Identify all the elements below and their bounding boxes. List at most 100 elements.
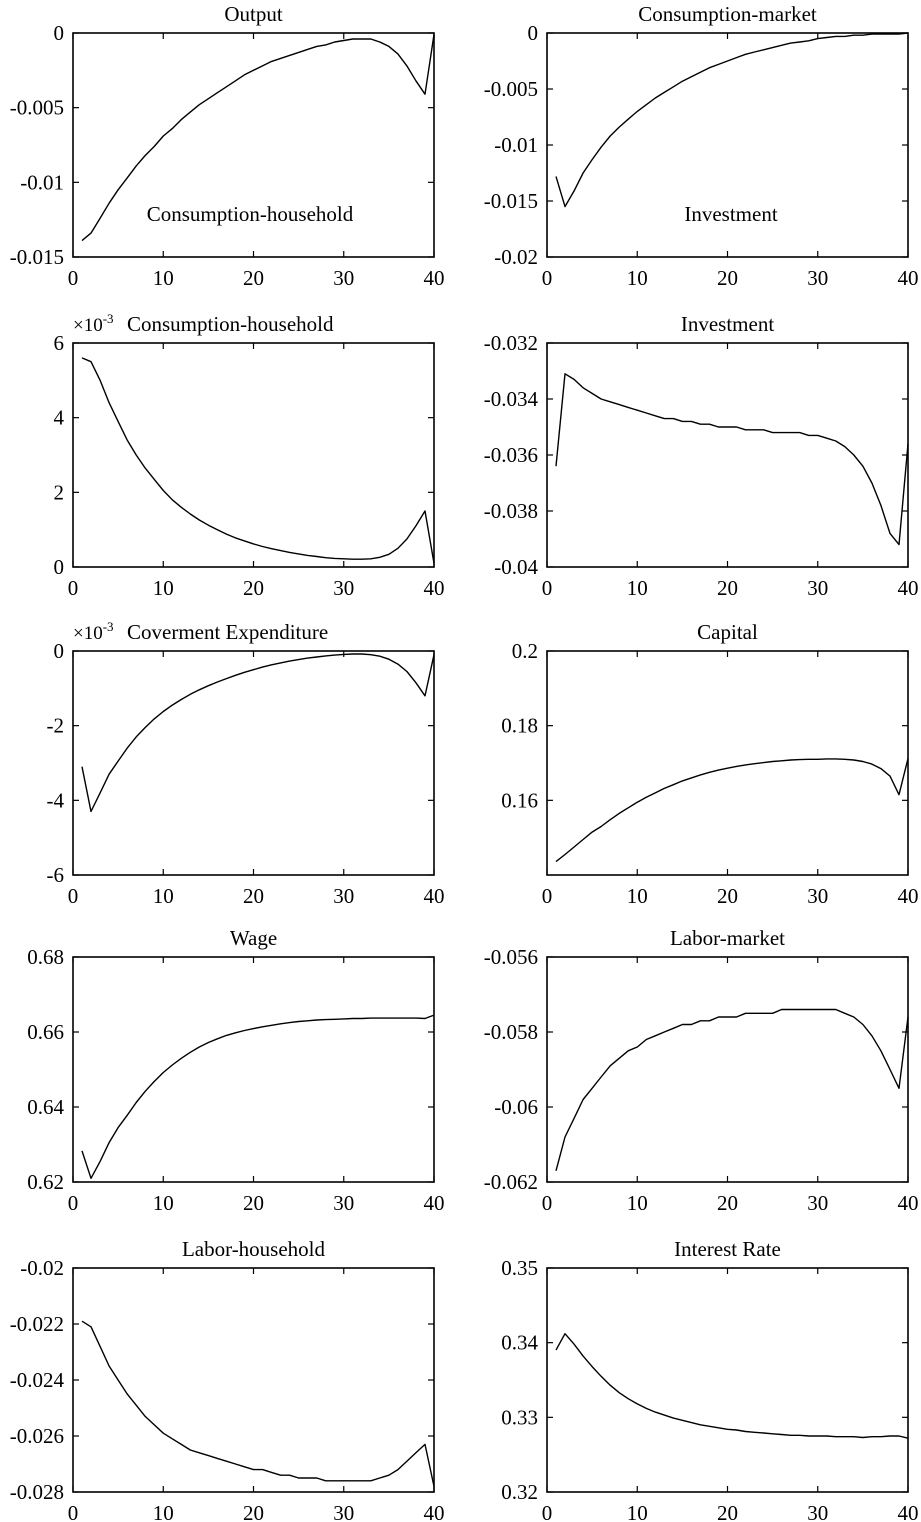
series-line [555,1008,909,1171]
chart-title: Consumption-market [638,2,817,26]
chart-panel-1: Output 0 10 20 30 40 0 -0.005 -0.01 -0.015 [10,2,445,290]
plot-frame [72,1267,435,1493]
y-tick-label: -0.02 [20,1256,64,1280]
plot-frame [72,342,435,568]
x-tick-label: 20 [243,576,264,600]
plot-frame [72,956,435,1183]
x-tick-label: 30 [333,1191,354,1215]
x-tick-label: 30 [333,1501,354,1522]
y-tick-label: -0.015 [484,189,538,213]
x-tick-label: 0 [542,1501,553,1522]
y-tick-label: 0 [528,21,539,45]
y-tick-label: -6 [47,863,65,887]
x-tick-label: 0 [542,266,553,290]
x-tick-label: 10 [627,266,648,290]
y-tick-label: 0 [54,555,65,579]
y-tick-label: -0.01 [494,133,538,157]
y-tick-label: 0.33 [501,1405,538,1429]
x-tick-label: 40 [424,1501,445,1522]
chart-panel-2: Consumption-market 0 10 20 30 40 0 -0.005 -0.01 -… [484,2,919,290]
y-tick-label: -2 [47,714,65,738]
x-tick-label: 40 [898,1191,919,1215]
y-tick-label: 0.35 [501,1256,538,1280]
y-tick-label: -0.01 [20,170,64,194]
chart-title: Capital [697,620,758,644]
y-tick-label: -0.022 [10,1312,64,1336]
y-tick-label: 0.34 [501,1331,538,1355]
x-tick-label: 20 [243,1501,264,1522]
series-line [555,758,909,863]
x-tick-label: 0 [68,266,79,290]
chart-panel-3: Consumption-household ×10-3 0 10 20 30 40 0 2 4 6 [54,311,445,600]
chart-panel-6: Capital 0 10 20 30 40 0.2 0.18 0.16 [501,620,918,908]
x-tick-label: 0 [542,576,553,600]
x-tick-label: 10 [153,884,174,908]
series-line [81,653,435,813]
x-tick-label: 10 [153,1501,174,1522]
x-tick-label: 30 [807,266,828,290]
x-tick-label: 10 [153,1191,174,1215]
plot-frame [72,650,435,876]
x-tick-label: 10 [153,576,174,600]
y-tick-label: 0.68 [27,945,64,969]
x-tick-label: 40 [424,576,445,600]
x-tick-label: 20 [717,1501,738,1522]
axis-multiplier: ×10-3 [73,311,114,336]
y-tick-label: -0.026 [10,1424,64,1448]
x-tick-label: 20 [243,1191,264,1215]
x-tick-label: 20 [243,884,264,908]
x-tick-label: 0 [68,1191,79,1215]
x-tick-label: 0 [542,1191,553,1215]
y-tick-label: 0.32 [501,1480,538,1504]
x-tick-label: 10 [627,576,648,600]
y-tick-label: 0.2 [512,639,538,663]
x-tick-label: 40 [424,1191,445,1215]
y-tick-label: -0.005 [484,77,538,101]
x-tick-label: 30 [333,576,354,600]
chart-panel-10: Interest Rate 0 10 20 30 40 0.35 0.34 0.33 0.32 [501,1237,918,1522]
x-tick-label: 0 [68,884,79,908]
y-tick-label: -0.034 [484,387,539,411]
x-tick-label: 30 [807,1501,828,1522]
x-tick-label: 40 [898,884,919,908]
plot-frame [546,1267,909,1493]
y-tick-label: -0.036 [484,443,538,467]
y-tick-label: -0.062 [484,1170,538,1194]
chart-title: Output [224,2,283,26]
y-tick-label: -0.028 [10,1480,64,1504]
y-tick-label: -0.04 [494,555,538,579]
x-tick-label: 30 [333,266,354,290]
series-line [81,1014,435,1179]
x-tick-label: 40 [424,266,445,290]
y-tick-label: 0.66 [27,1020,64,1044]
x-tick-label: 40 [898,576,919,600]
x-tick-label: 40 [898,266,919,290]
y-tick-label: 0.62 [27,1170,64,1194]
y-tick-label: 0.64 [27,1095,64,1119]
y-tick-label: -0.024 [10,1368,65,1392]
overlay-label: Consumption-household [147,202,354,226]
chart-title: Labor-household [182,1237,326,1261]
overlay-label: Investment [684,202,777,226]
y-tick-label: 4 [54,406,65,430]
y-tick-label: -0.005 [10,96,64,120]
chart-panel-5: Coverment Expenditure ×10-3 0 10 20 30 40 0 -2 -4… [47,619,445,908]
chart-title: Coverment Expenditure [127,620,328,644]
chart-title: Labor-market [670,926,785,950]
x-tick-label: 0 [68,1501,79,1522]
x-tick-label: 20 [717,266,738,290]
chart-title: Investment [681,312,774,336]
x-tick-label: 30 [807,576,828,600]
chart-panel-9: Labor-household 0 10 20 30 40 -0.02 -0.022 -0.02… [10,1237,445,1522]
x-tick-label: 10 [627,884,648,908]
y-tick-label: -0.015 [10,245,64,269]
x-tick-label: 20 [717,1191,738,1215]
x-tick-label: 0 [542,884,553,908]
series-line [555,32,909,208]
x-tick-label: 0 [68,576,79,600]
plot-frame [546,650,909,876]
x-tick-label: 20 [243,266,264,290]
x-tick-label: 40 [424,884,445,908]
series-line [555,1333,909,1439]
